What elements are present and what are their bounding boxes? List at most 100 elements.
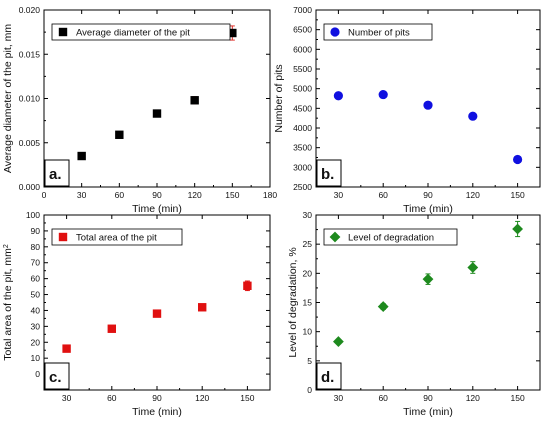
- y-tick-label: 4500: [293, 103, 312, 113]
- panel-label: c.: [49, 369, 62, 386]
- x-tick-label: 30: [77, 190, 87, 200]
- data-point: [467, 262, 479, 273]
- y-tick-label: 2500: [293, 182, 312, 192]
- y-tick-label: 0.005: [19, 138, 41, 148]
- legend-marker: [329, 231, 341, 243]
- y-tick-label: 40: [31, 305, 41, 315]
- y-tick-label: 60: [31, 274, 41, 284]
- x-tick-label: 60: [378, 190, 388, 200]
- x-tick-label: 180: [263, 190, 277, 200]
- y-tick-label: 0: [35, 369, 40, 379]
- x-tick-label: 150: [240, 393, 254, 403]
- data-point: [468, 111, 478, 121]
- x-tick-label: 0: [42, 190, 47, 200]
- panel-label: b.: [321, 166, 334, 183]
- x-axis-label: Time (min): [403, 203, 453, 215]
- y-tick-label: 70: [31, 258, 41, 268]
- panel-label-box: [316, 159, 342, 187]
- data-point: [423, 100, 433, 110]
- chart-panel-b: 30 60 90 120 150 2500 3000 3500 4000 4500 5000 5500…: [273, 5, 541, 215]
- y-tick-label: 80: [31, 242, 41, 252]
- legend-box: [51, 228, 183, 246]
- y-tick-label: 0.000: [19, 182, 41, 192]
- data-point: [62, 344, 71, 353]
- panel-label-box: [44, 159, 70, 187]
- y-axis-label: Total area of the pit, mm2: [2, 244, 14, 361]
- data-point: [198, 303, 207, 312]
- legend-box: [323, 228, 458, 246]
- legend-box: [323, 23, 433, 41]
- y-tick-label: 10: [31, 353, 41, 363]
- data-point: [152, 109, 162, 118]
- y-tick-label: 7000: [293, 5, 312, 15]
- chart-panel-a: 0 30 60 90 120 150 180 0.000 0.005 0.010 0.015 0.02…: [2, 5, 277, 215]
- data-point: [422, 273, 434, 285]
- y-tick-label: 90: [31, 226, 41, 236]
- chart-panel-c: 30 60 90 120 150 0 10 20 30 40 50 60 70 80 90 100 Time (…: [2, 210, 271, 418]
- y-tick-label: 30: [31, 321, 41, 331]
- x-tick-label: 120: [195, 393, 209, 403]
- panel-label: d.: [321, 369, 334, 386]
- x-axis-label: Time (min): [403, 406, 453, 418]
- x-tick-label: 120: [466, 190, 480, 200]
- x-tick-label: 120: [466, 393, 480, 403]
- x-tick-label: 30: [334, 190, 344, 200]
- data-point: [152, 309, 162, 318]
- data-point: [77, 151, 86, 161]
- legend-label: Level of degradation: [348, 233, 434, 244]
- x-tick-label: 150: [511, 190, 525, 200]
- data-point: [333, 336, 344, 347]
- y-tick-label: 15: [303, 298, 313, 308]
- x-tick-label: 90: [423, 393, 433, 403]
- panel-label-box: [44, 362, 70, 390]
- y-tick-label: 25: [303, 239, 313, 249]
- data-point: [243, 281, 252, 290]
- x-tick-label: 60: [115, 190, 125, 200]
- y-axis-label: Number of pits: [273, 64, 285, 132]
- x-tick-label: 150: [511, 393, 525, 403]
- x-tick-label: 30: [62, 393, 72, 403]
- y-axis-label: Level of degradation, %: [287, 247, 299, 357]
- y-tick-label: 5: [307, 356, 312, 366]
- y-tick-label: 3000: [293, 162, 312, 172]
- legend-marker: [330, 27, 340, 37]
- x-tick-label: 30: [334, 393, 344, 403]
- y-tick-label: 0.015: [19, 49, 41, 59]
- x-tick-label: 150: [225, 190, 239, 200]
- y-tick-label: 10: [303, 327, 313, 337]
- y-axis-label: Average diameter of the pit, mm: [2, 24, 14, 173]
- y-tick-label: 6500: [293, 25, 312, 35]
- panel-label-box: [316, 362, 342, 390]
- y-tick-label: 6000: [293, 44, 312, 54]
- y-tick-label: 100: [26, 210, 40, 220]
- data-point: [333, 91, 343, 101]
- x-tick-label: 90: [152, 393, 162, 403]
- legend-label: Average diameter of the pit: [76, 28, 190, 39]
- x-axis-label: Time (min): [132, 406, 182, 418]
- data-point: [513, 154, 523, 165]
- y-tick-label: 5500: [293, 64, 312, 74]
- data-point: [512, 223, 523, 235]
- legend-box: [51, 23, 231, 41]
- y-tick-label: 30: [303, 210, 313, 220]
- data-point: [228, 28, 237, 38]
- panel-label: a.: [49, 166, 62, 183]
- y-tick-label: 3500: [293, 143, 312, 153]
- y-tick-label: 5000: [293, 84, 312, 94]
- x-tick-label: 90: [423, 190, 433, 200]
- y-tick-label: 20: [31, 337, 41, 347]
- legend-marker: [58, 27, 68, 37]
- y-tick-label: 50: [31, 290, 41, 300]
- y-tick-label: 20: [303, 268, 313, 278]
- y-tick-label: 0: [307, 385, 312, 395]
- y-tick-label: 0.020: [19, 5, 41, 15]
- legend-label: Total area of the pit: [76, 233, 157, 244]
- y-tick-label: 0.010: [19, 94, 41, 104]
- x-axis-label: Time (min): [132, 203, 182, 215]
- data-point: [107, 324, 116, 333]
- data-point: [377, 301, 389, 312]
- x-tick-label: 90: [152, 190, 162, 200]
- data-point: [190, 96, 199, 105]
- data-point: [378, 89, 388, 100]
